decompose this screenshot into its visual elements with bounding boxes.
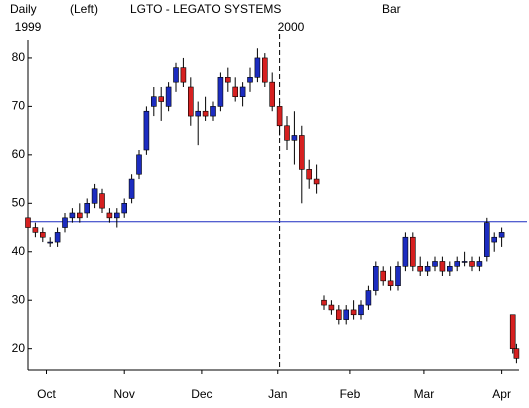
candle-body (476, 261, 483, 267)
candle-body (188, 86, 194, 117)
candle-body (239, 86, 246, 97)
chart-title: LGTO - LEGATO SYSTEMS (130, 2, 281, 16)
y-tick-label: 30 (12, 292, 26, 306)
candle-body (284, 125, 290, 141)
candle-body (380, 270, 387, 282)
candle-body (69, 212, 76, 219)
candle-body (410, 236, 416, 267)
candle-body (343, 309, 350, 320)
x-tick-label: Dec (191, 387, 212, 401)
candle-body (365, 290, 372, 306)
candle-body (84, 203, 91, 214)
candle-body (173, 67, 179, 83)
candle-body (151, 96, 157, 107)
candle-body (424, 265, 431, 272)
candle-body (417, 265, 424, 272)
candle-body (306, 169, 313, 180)
candle-body (509, 314, 516, 349)
y-tick-label: 40 (12, 244, 26, 258)
candle-body (513, 348, 520, 359)
candle-body (25, 217, 31, 228)
x-tick-label: Feb (340, 387, 361, 401)
candle-body (299, 135, 305, 170)
candle-body (350, 309, 357, 316)
candle-body (387, 280, 394, 286)
candle-body (313, 178, 320, 185)
scale-label: (Left) (70, 2, 98, 16)
candle-body (121, 203, 128, 214)
candle-body (128, 178, 135, 199)
candle-body (54, 232, 61, 243)
year-label: 1999 (15, 20, 42, 34)
candle-body (439, 261, 446, 272)
candle-body (254, 57, 261, 78)
x-tick-label: Mar (414, 387, 435, 401)
candle-body (62, 217, 68, 228)
candle-body (432, 261, 438, 267)
year-label: 2000 (278, 20, 305, 34)
style-label: Bar (382, 2, 401, 16)
period-label: Daily (10, 2, 37, 16)
candle-body (358, 304, 364, 316)
candle-body (269, 81, 276, 107)
candle-body (498, 232, 505, 238)
candle-body (262, 57, 268, 83)
candle-body (40, 232, 46, 238)
y-tick-label: 60 (12, 147, 26, 161)
x-tick-label: Apr (492, 387, 511, 401)
candle-body (328, 304, 335, 311)
x-tick-label: Nov (114, 387, 135, 401)
candle-body (47, 241, 54, 244)
candle-body (232, 86, 239, 97)
candle-body (158, 96, 165, 102)
candle-body (180, 67, 187, 83)
candle-body (136, 154, 142, 175)
x-tick-label: Oct (37, 387, 56, 401)
candle-body (247, 77, 253, 83)
candle-body (165, 86, 172, 107)
y-tick-label: 50 (12, 195, 26, 209)
y-tick-label: 80 (12, 50, 26, 64)
candle-body (491, 236, 498, 243)
candle-body (106, 212, 113, 219)
candle-body (210, 106, 216, 117)
candle-body (373, 265, 379, 291)
candle-body (469, 261, 475, 267)
candle-body (484, 222, 490, 257)
y-tick-label: 20 (12, 341, 26, 355)
candle-body (225, 77, 231, 83)
candle-body (395, 265, 401, 286)
candle-body (321, 299, 327, 306)
candle-body (336, 309, 342, 320)
y-tick-label: 70 (12, 99, 26, 113)
candle-body (454, 261, 461, 267)
candle-body (202, 110, 209, 117)
candle-body (291, 135, 298, 141)
candle-body (99, 193, 105, 209)
candle-body (91, 188, 98, 204)
candle-body (143, 110, 150, 151)
candle-body (114, 212, 120, 219)
candle-body (447, 265, 453, 272)
x-tick-label: Jan (268, 387, 287, 401)
candle-body (461, 261, 468, 263)
candle-body (402, 236, 409, 267)
candle-body (276, 106, 283, 127)
candle-body (32, 227, 39, 233)
candle-body (77, 212, 83, 219)
candle-body (195, 110, 202, 117)
candle-body (217, 77, 224, 107)
